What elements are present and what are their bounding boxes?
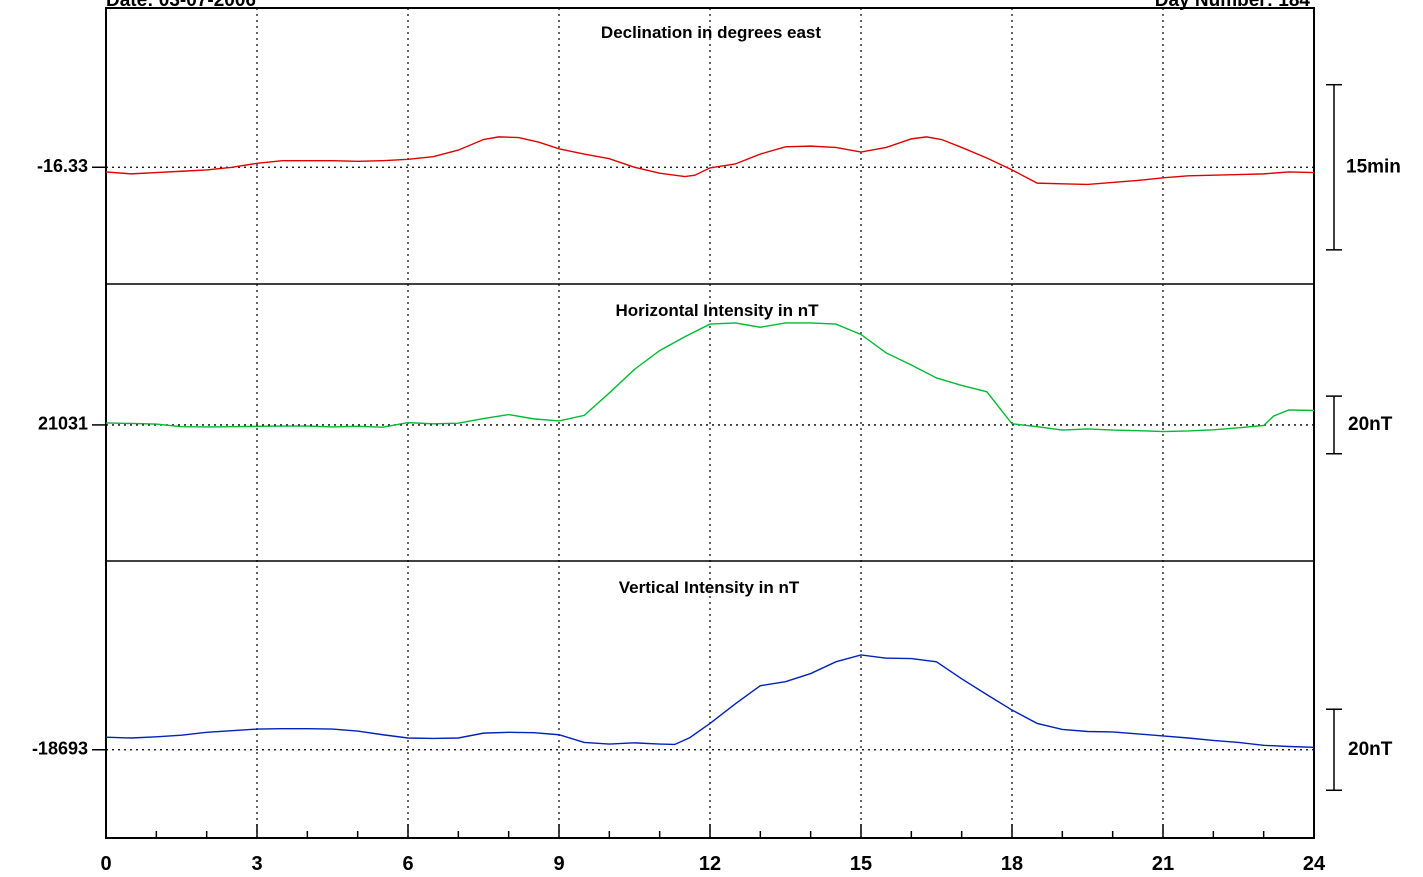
- baseline-label-horizontal: 21031: [38, 414, 88, 434]
- x-axis: 0 3 6 9 12 15 18 21 24: [100, 824, 1326, 875]
- date-label: Date: 03-07-2006: [106, 0, 256, 11]
- baseline-label-vertical: -18693: [32, 738, 88, 758]
- scale-bar-horizontal: [1326, 395, 1342, 455]
- x-tick-label: 3: [251, 853, 262, 875]
- x-tick-label: 0: [100, 853, 111, 875]
- x-tick-label: 6: [402, 853, 413, 875]
- x-tick-label: 12: [699, 853, 721, 875]
- scale-bar-declination: [1326, 83, 1342, 251]
- scale-label-vertical: 20nT: [1348, 739, 1393, 760]
- scale-label-horizontal: 20nT: [1348, 414, 1393, 435]
- x-tick-label: 18: [1001, 853, 1023, 875]
- series-vertical-line: [105, 654, 1315, 749]
- panel-horizontal: Horizontal Intensity in nT 21031 20nT: [38, 301, 1393, 455]
- panel-title-declination: Declination in degrees east: [601, 23, 821, 42]
- x-tick-label: 9: [553, 853, 564, 875]
- panel-vertical: Vertical Intensity in nT -18693 20nT: [32, 578, 1393, 792]
- day-number-label: Day Number: 184: [1155, 0, 1311, 11]
- grid-layer: [256, 8, 1164, 838]
- scale-bar-vertical: [1326, 708, 1342, 792]
- x-tick-label: 21: [1152, 853, 1174, 875]
- series-horizontal-line: [105, 322, 1315, 433]
- panel-title-horizontal: Horizontal Intensity in nT: [615, 301, 819, 320]
- x-tick-label: 24: [1303, 853, 1326, 875]
- series-declination-line: [105, 136, 1315, 186]
- x-tick-label: 15: [850, 853, 872, 875]
- panel-declination: Declination in degrees east -16.33 15min: [37, 23, 1401, 251]
- scale-label-declination: 15min: [1346, 156, 1401, 177]
- baseline-label-declination: -16.33: [37, 156, 88, 176]
- panel-title-vertical: Vertical Intensity in nT: [619, 578, 800, 597]
